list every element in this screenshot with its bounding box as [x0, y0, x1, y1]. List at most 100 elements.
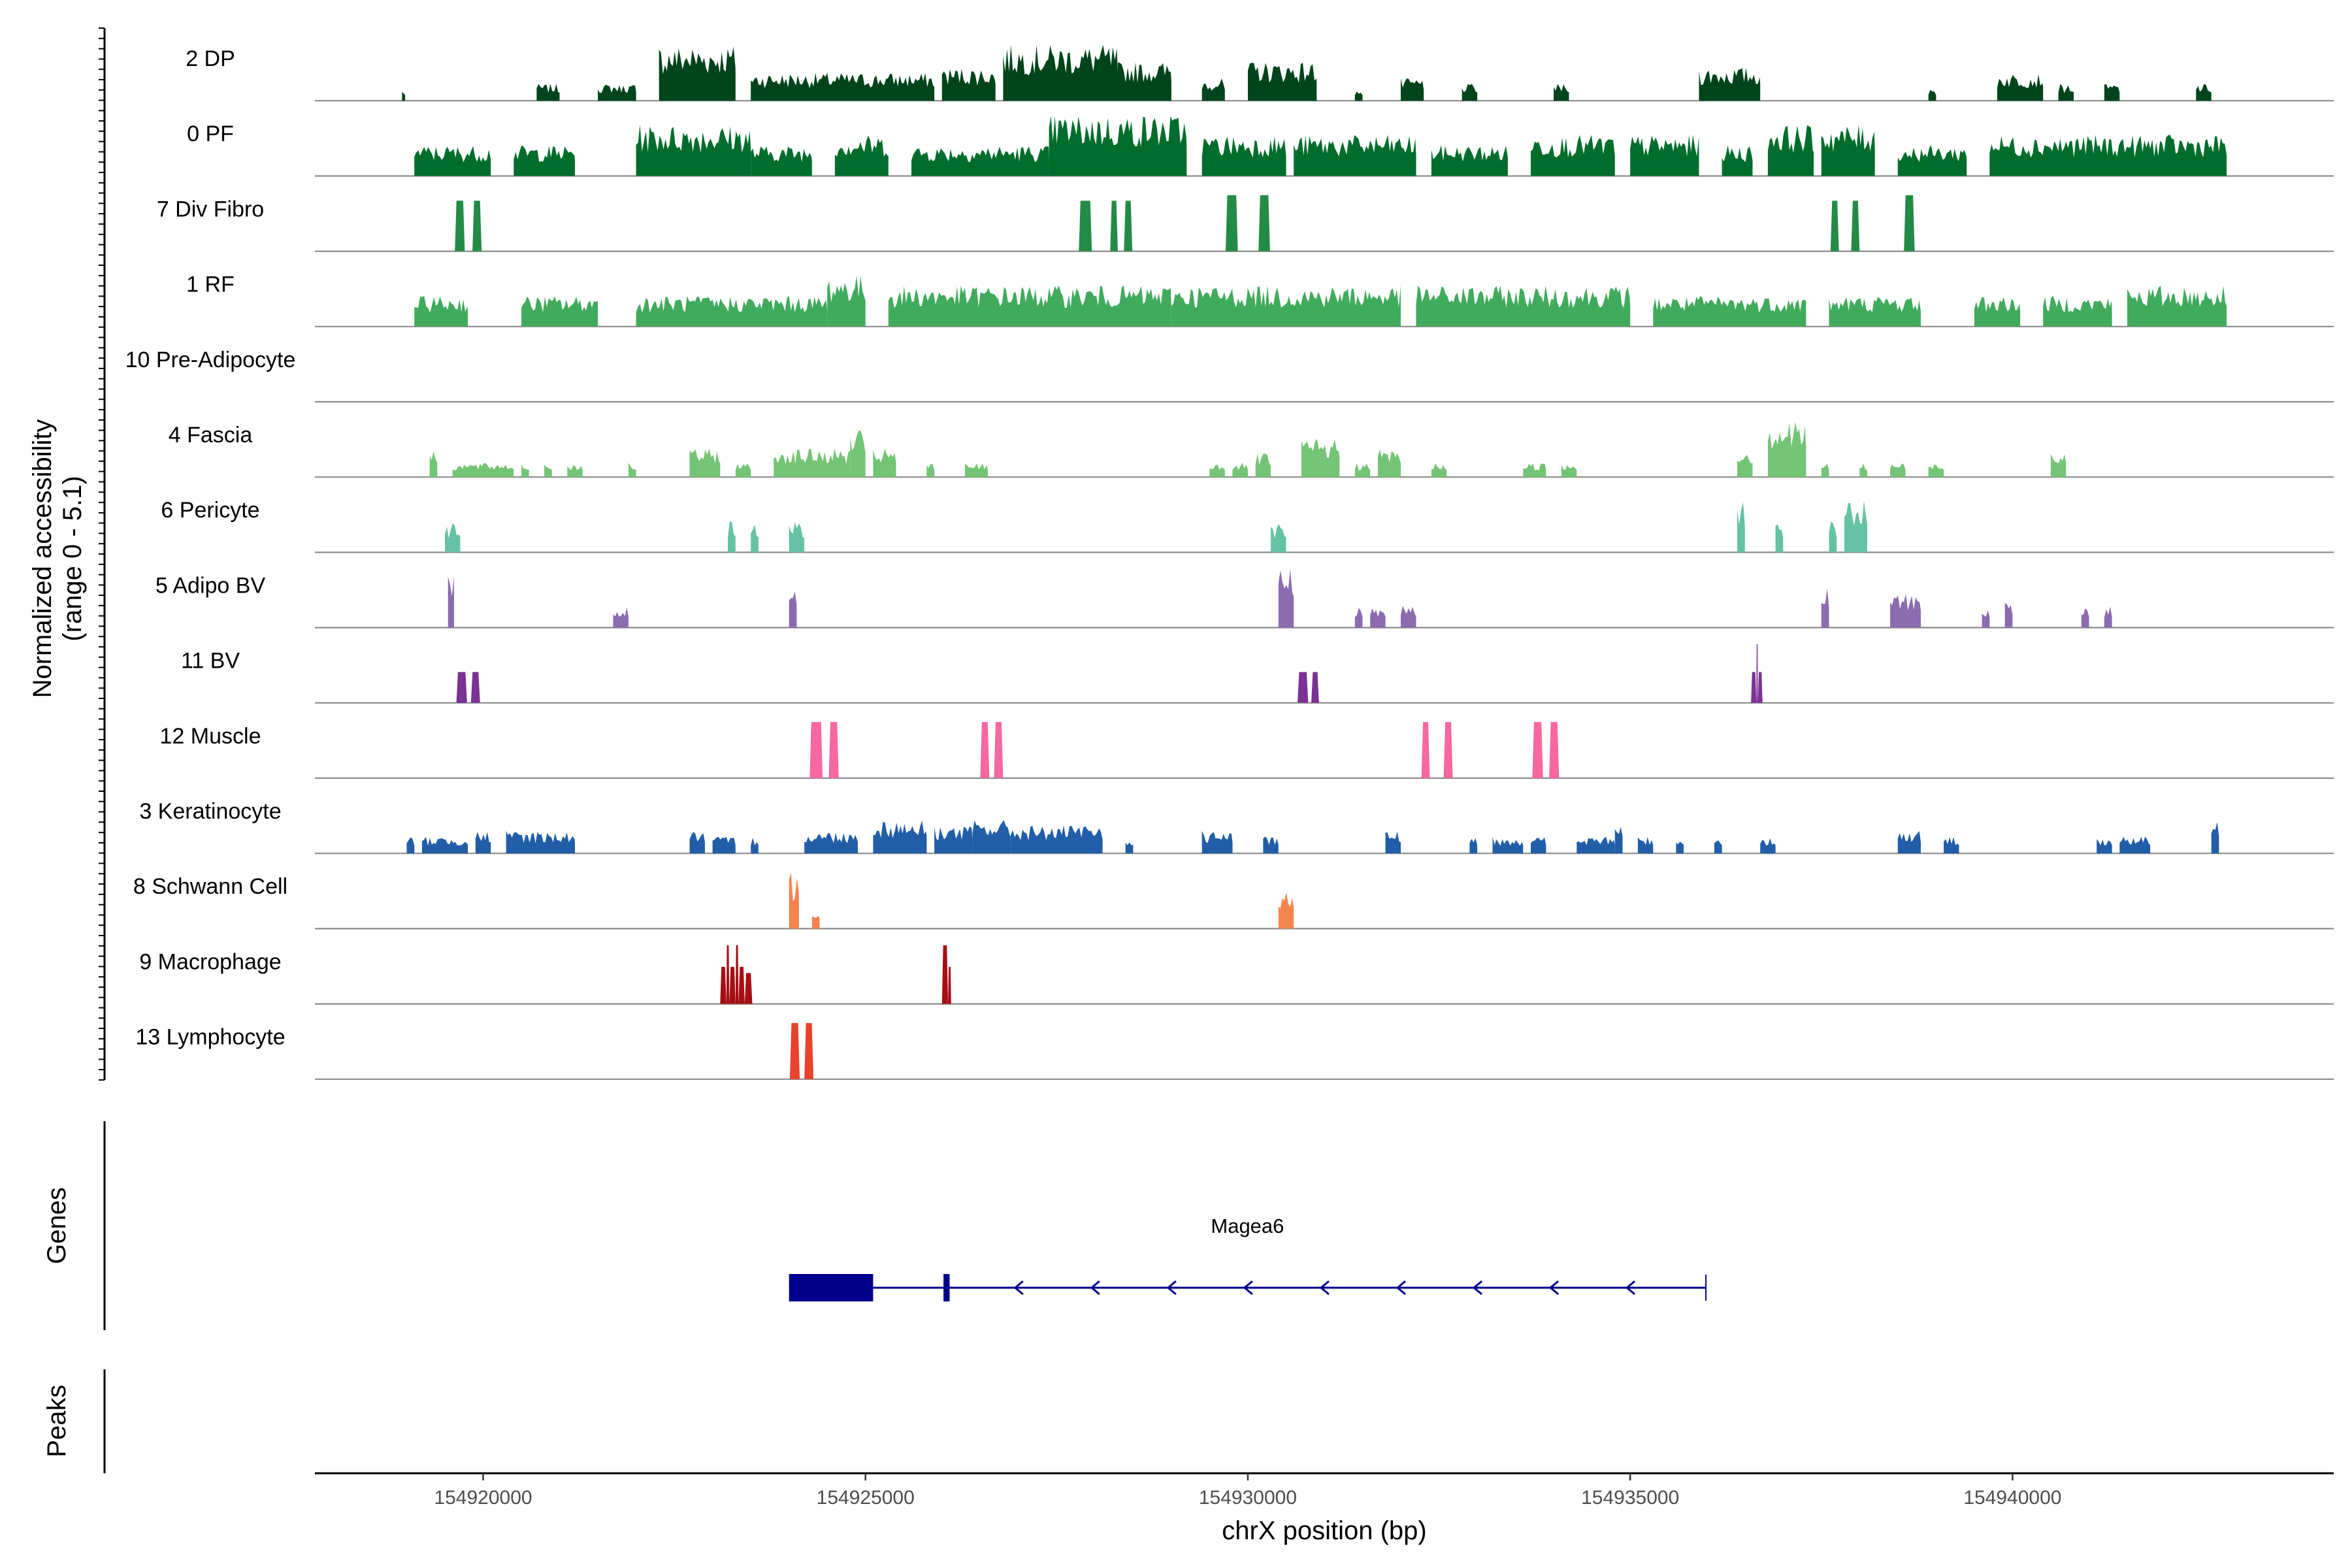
coverage-peak: [1676, 841, 1684, 854]
coverage-peak: [1049, 116, 1187, 176]
gene-name-label: Magea6: [1211, 1215, 1284, 1237]
coverage-peak: [804, 1022, 814, 1079]
coverage-peak: [751, 525, 759, 553]
coverage-peak: [1737, 502, 1745, 553]
track-label: 2 DP: [186, 46, 235, 71]
coverage-peak: [873, 449, 896, 478]
coverage-peak: [1775, 524, 1784, 553]
coverage-peak: [1531, 135, 1615, 176]
track-label: 12 Muscle: [160, 724, 261, 749]
coverage-peak: [414, 295, 468, 327]
coverage-peak: [729, 966, 736, 1004]
coverage-peak: [850, 430, 866, 478]
coverage-peak: [1829, 521, 1837, 553]
gene-strand-arrow: [1013, 1280, 1024, 1296]
coverage-peak: [1821, 588, 1829, 628]
coverage-peak: [1757, 672, 1763, 703]
coverage-peak: [789, 872, 799, 929]
coverage-peak: [1462, 84, 1478, 101]
gene-strand-arrow: [1472, 1280, 1483, 1296]
coverage-peak: [934, 826, 973, 854]
coverage-peak: [712, 836, 736, 854]
coverage-peak: [789, 522, 805, 553]
coverage-peak: [1532, 722, 1543, 778]
coverage-peak: [789, 591, 797, 628]
coverage-peak: [980, 722, 990, 778]
coverage-peak: [613, 608, 629, 628]
coverage-peak: [1897, 145, 1967, 176]
coverage-peak: [728, 521, 736, 553]
track-0-pf: 0 PF: [187, 116, 2334, 177]
coverage-peak: [2211, 822, 2219, 854]
coverage-peak: [1829, 297, 1921, 327]
coverage-peak: [1011, 825, 1103, 854]
coverage-peak: [1278, 568, 1294, 628]
coverage-peak: [1767, 421, 1806, 478]
coverage-peak: [1354, 91, 1363, 101]
gene-strand-arrow: [1090, 1280, 1100, 1296]
coverage-peak: [1830, 201, 1839, 252]
track-label: 5 Adipo BV: [155, 573, 266, 598]
track-label: 8 Schwann Cell: [133, 874, 287, 899]
track-label: 11 BV: [181, 649, 240, 674]
track-label: 13 Lymphocyte: [135, 1025, 285, 1050]
coverage-peak: [456, 672, 467, 703]
coverage-peak: [1124, 201, 1133, 252]
track-label: 7 Div Fibro: [157, 197, 264, 221]
coverage-peak: [1492, 836, 1524, 854]
coverage-peak: [751, 838, 759, 854]
coverage-peak: [1974, 297, 2021, 327]
coverage-peak: [1354, 463, 1371, 478]
coverage-peak: [1844, 500, 1867, 553]
coverage-peak: [911, 146, 1049, 176]
coverage-peak: [1443, 722, 1453, 778]
coverage-peak: [1554, 84, 1569, 101]
coverage-peak: [751, 73, 935, 101]
coverage-peak: [1523, 463, 1546, 478]
coverage-peak: [2058, 84, 2074, 101]
coverage-peak: [809, 722, 823, 778]
coverage-peak: [1469, 838, 1478, 854]
track-label: 9 Macrophage: [139, 949, 281, 974]
coverage-peak: [1989, 135, 2227, 176]
coverage-peak: [2004, 603, 2013, 628]
track-7-div-fibro: 7 Div Fibro: [157, 195, 2334, 252]
coverage-peak: [636, 124, 751, 176]
coverage-peak: [1110, 201, 1118, 252]
coverage-peak: [628, 463, 636, 478]
coverage-peak: [1232, 463, 1248, 478]
track-label: 4 Fascia: [169, 423, 253, 448]
coverage-peak: [1851, 201, 1860, 252]
coverage-peak: [735, 945, 739, 1004]
coverage-peak: [1997, 74, 2044, 101]
coverage-peak: [452, 463, 514, 478]
track-12-muscle: 12 Muscle: [160, 722, 2334, 779]
coverage-peak: [1226, 195, 1238, 252]
x-tick-label: 154940000: [1963, 1487, 2061, 1509]
track-8-schwann-cell: 8 Schwann Cell: [133, 872, 2334, 930]
coverage-peak: [1859, 463, 1867, 478]
track-1-rf: 1 RF: [186, 272, 2334, 327]
coverage-peak: [1637, 837, 1654, 854]
track-9-macrophage: 9 Macrophage: [139, 945, 2334, 1005]
coverage-peak: [1421, 722, 1430, 778]
gene-strand-arrow: [1396, 1280, 1407, 1296]
gene-strand-arrow: [1319, 1280, 1330, 1296]
x-tick-label: 154925000: [817, 1487, 915, 1509]
coverage-peak: [521, 296, 598, 327]
coverage-peak: [1653, 296, 1806, 327]
coverage-peak: [1630, 135, 1699, 176]
coverage-peak: [1298, 672, 1309, 703]
coverage-peak: [1401, 606, 1416, 628]
x-axis: 154920000 154925000 154930000 154935000 1549…: [315, 1472, 2334, 1545]
x-tick-label: 154930000: [1199, 1487, 1297, 1509]
track-6-pericyte: 6 Pericyte: [161, 498, 2334, 553]
coverage-tracks: 2 DP 0 PF 7 Div Fibro 1 RF 10 Pre-Adipocyte 4…: [125, 44, 2334, 1080]
coverage-peak: [738, 966, 745, 1004]
coverage-peak: [720, 966, 727, 1004]
y-axis-title-line1: Normalized accessibility: [28, 419, 57, 698]
gene-strand-arrow: [1166, 1280, 1177, 1296]
coverage-peak: [1767, 125, 1814, 176]
track-11-bv: 11 BV: [181, 644, 2334, 704]
